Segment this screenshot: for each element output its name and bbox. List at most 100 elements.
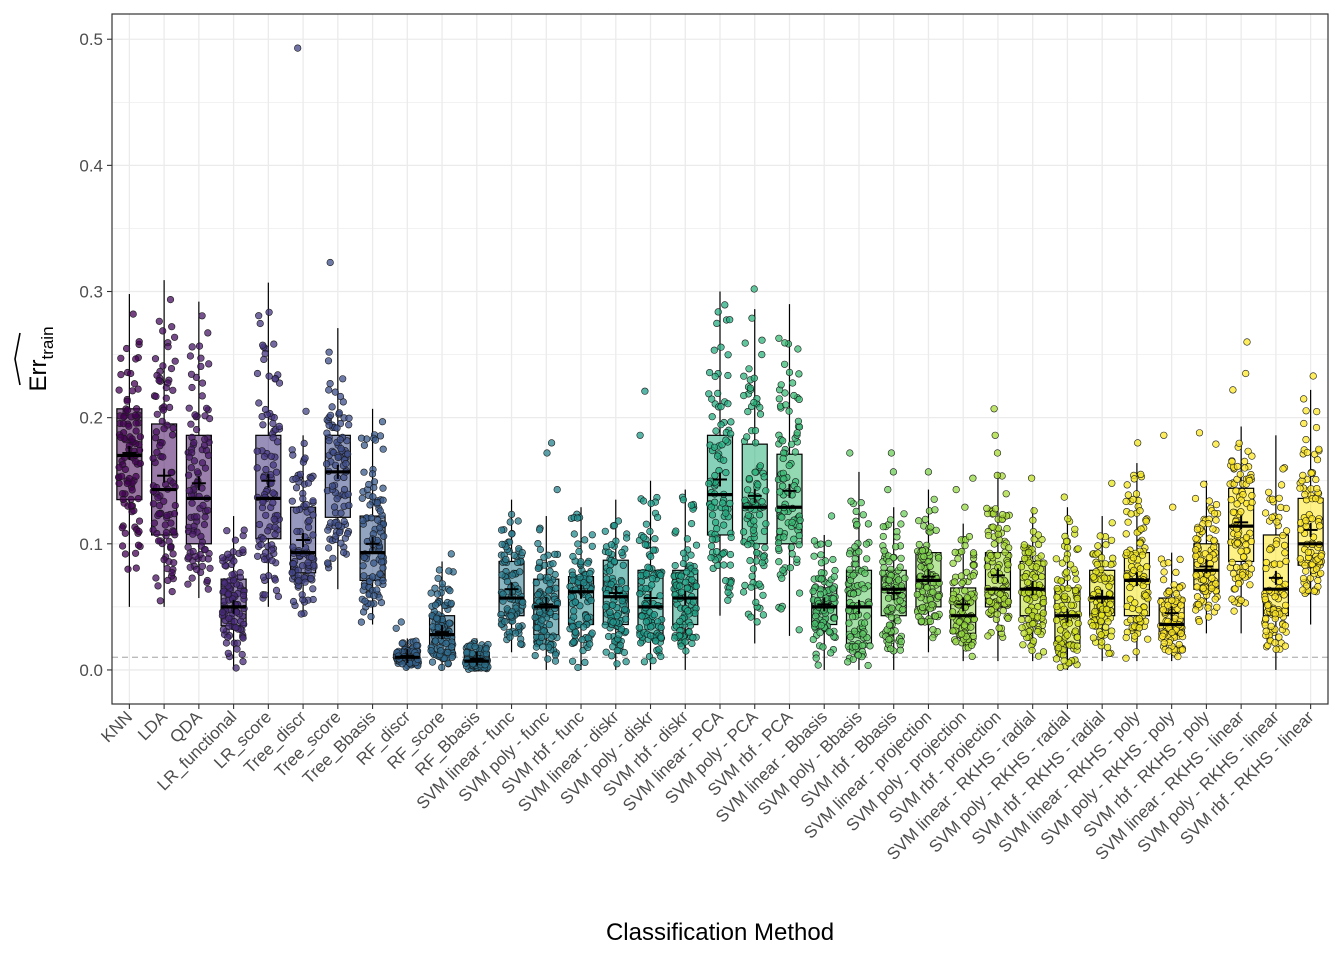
- data-point: [185, 404, 193, 412]
- data-point: [198, 379, 207, 387]
- data-point: [1310, 587, 1318, 595]
- data-point: [156, 597, 164, 605]
- data-point: [342, 460, 350, 468]
- data-point: [636, 431, 644, 439]
- data-point: [713, 452, 722, 460]
- data-point: [1004, 598, 1013, 606]
- data-point: [1199, 584, 1207, 592]
- data-point: [1089, 573, 1098, 581]
- data-point: [1129, 554, 1138, 562]
- data-point: [135, 527, 143, 536]
- data-point: [204, 329, 212, 337]
- data-point: [336, 392, 345, 401]
- data-point: [1296, 484, 1304, 492]
- data-point: [1089, 622, 1097, 630]
- data-point: [1052, 616, 1061, 624]
- data-point: [367, 612, 375, 621]
- y-tick-label: 0.3: [79, 283, 103, 302]
- data-point: [360, 441, 369, 449]
- data-point: [827, 649, 835, 657]
- data-point: [750, 374, 758, 382]
- data-point: [951, 548, 959, 557]
- data-point: [1131, 599, 1139, 607]
- y-tick-label: 0.2: [79, 409, 103, 428]
- data-point: [1199, 576, 1207, 584]
- data-point: [190, 439, 198, 447]
- data-point: [570, 607, 578, 615]
- data-point: [1134, 439, 1142, 447]
- data-point: [1029, 637, 1038, 645]
- data-point: [1030, 507, 1038, 515]
- data-point: [745, 475, 753, 483]
- data-point: [376, 570, 384, 578]
- data-point: [265, 372, 273, 380]
- data-point: [204, 585, 212, 593]
- data-point: [134, 541, 143, 549]
- data-point: [169, 386, 177, 394]
- data-point: [1169, 503, 1177, 511]
- data-point: [1237, 596, 1245, 604]
- data-point: [893, 527, 901, 536]
- data-point: [506, 633, 514, 641]
- data-point: [271, 530, 279, 539]
- data-point: [233, 645, 241, 653]
- data-point: [169, 550, 177, 558]
- data-point: [151, 355, 160, 363]
- data-point: [131, 411, 139, 420]
- data-point: [817, 559, 826, 567]
- data-point: [819, 643, 827, 651]
- data-point: [1282, 557, 1290, 565]
- data-point: [1209, 525, 1217, 533]
- data-point: [1213, 603, 1221, 611]
- data-point: [534, 539, 542, 548]
- data-point: [1246, 581, 1254, 589]
- data-point: [224, 590, 232, 598]
- data-point: [204, 555, 212, 563]
- data-point: [683, 584, 691, 592]
- data-point: [1102, 541, 1110, 549]
- data-point: [705, 369, 714, 377]
- data-point: [302, 407, 310, 415]
- data-point: [159, 362, 167, 370]
- data-point: [713, 524, 721, 533]
- data-point: [850, 627, 859, 635]
- data-point: [796, 516, 804, 524]
- data-point: [786, 564, 795, 572]
- data-point: [926, 562, 934, 571]
- data-point: [708, 511, 717, 519]
- data-point: [232, 664, 240, 672]
- data-point: [610, 557, 619, 566]
- data-point: [858, 641, 867, 650]
- data-point: [324, 357, 333, 365]
- data-point: [688, 576, 696, 584]
- data-point: [720, 456, 728, 464]
- data-point: [955, 618, 963, 626]
- data-point: [896, 597, 904, 605]
- data-point: [756, 403, 764, 412]
- data-point: [1296, 555, 1304, 563]
- data-point: [779, 482, 787, 490]
- data-point: [574, 663, 582, 672]
- data-point: [855, 548, 863, 556]
- data-point: [1037, 552, 1045, 560]
- data-point: [707, 554, 715, 562]
- data-point: [879, 523, 887, 531]
- data-point: [897, 554, 905, 562]
- data-point: [444, 659, 452, 667]
- data-point: [684, 607, 692, 615]
- data-point: [203, 576, 211, 585]
- data-point: [747, 583, 755, 591]
- data-point: [809, 635, 817, 644]
- data-point: [258, 413, 266, 421]
- data-point: [238, 650, 246, 659]
- data-point: [758, 351, 766, 359]
- data-point: [295, 577, 303, 585]
- data-point: [166, 403, 174, 412]
- data-point: [240, 620, 248, 628]
- data-point: [750, 398, 758, 407]
- y-axis: 0.0 0.1 0.2 0.3 0.4 0.5: [79, 30, 112, 680]
- data-point: [1193, 593, 1202, 601]
- data-point: [448, 653, 456, 661]
- data-point: [604, 632, 613, 641]
- data-point: [795, 541, 803, 549]
